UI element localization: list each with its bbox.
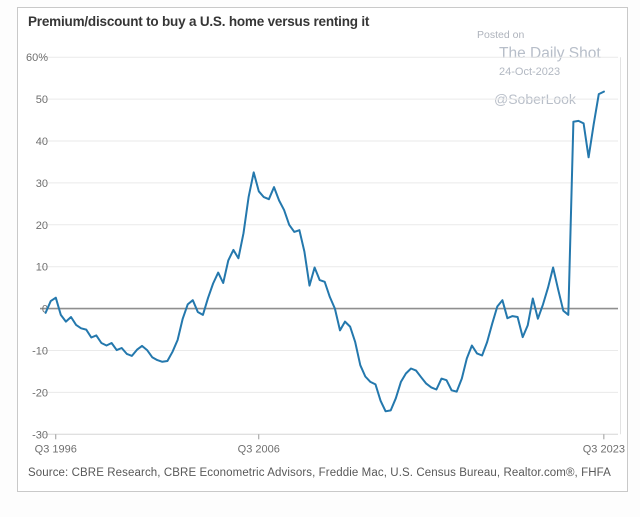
- y-tick-label: -20: [32, 387, 48, 399]
- watermark-posted-on: Posted on: [477, 29, 525, 41]
- x-tick-label: Q3 2023: [583, 443, 625, 455]
- premium-discount-line-chart: 60% 50 40 30 20 10 0 -10 -20 -30 Q3 1996 Q3 2006 Q3 …: [26, 52, 625, 455]
- chart-title: Premium/discount to buy a U.S. home vers…: [28, 14, 370, 29]
- chart-panel: Premium/discount to buy a U.S. home vers…: [17, 7, 628, 492]
- y-tick-label: 40: [36, 136, 48, 148]
- x-tick-label: Q3 2006: [238, 443, 280, 455]
- y-tick-label: 0: [42, 304, 48, 316]
- y-tick-label: 10: [36, 262, 48, 274]
- y-tick-label: 60%: [26, 52, 48, 64]
- source-note: Source: CBRE Research, CBRE Econometric …: [28, 467, 611, 479]
- y-tick-label: -30: [32, 429, 48, 441]
- y-tick-label: 50: [36, 94, 48, 106]
- watermark-site-name: The Daily Shot: [499, 45, 601, 62]
- y-tick-label: 30: [36, 178, 48, 190]
- series-line: [44, 90, 605, 413]
- y-tick-label: -10: [32, 346, 48, 358]
- x-tick-label: Q3 1996: [35, 443, 77, 455]
- y-tick-label: 20: [36, 220, 48, 232]
- watermark-date: 24-Oct-2023: [499, 66, 561, 78]
